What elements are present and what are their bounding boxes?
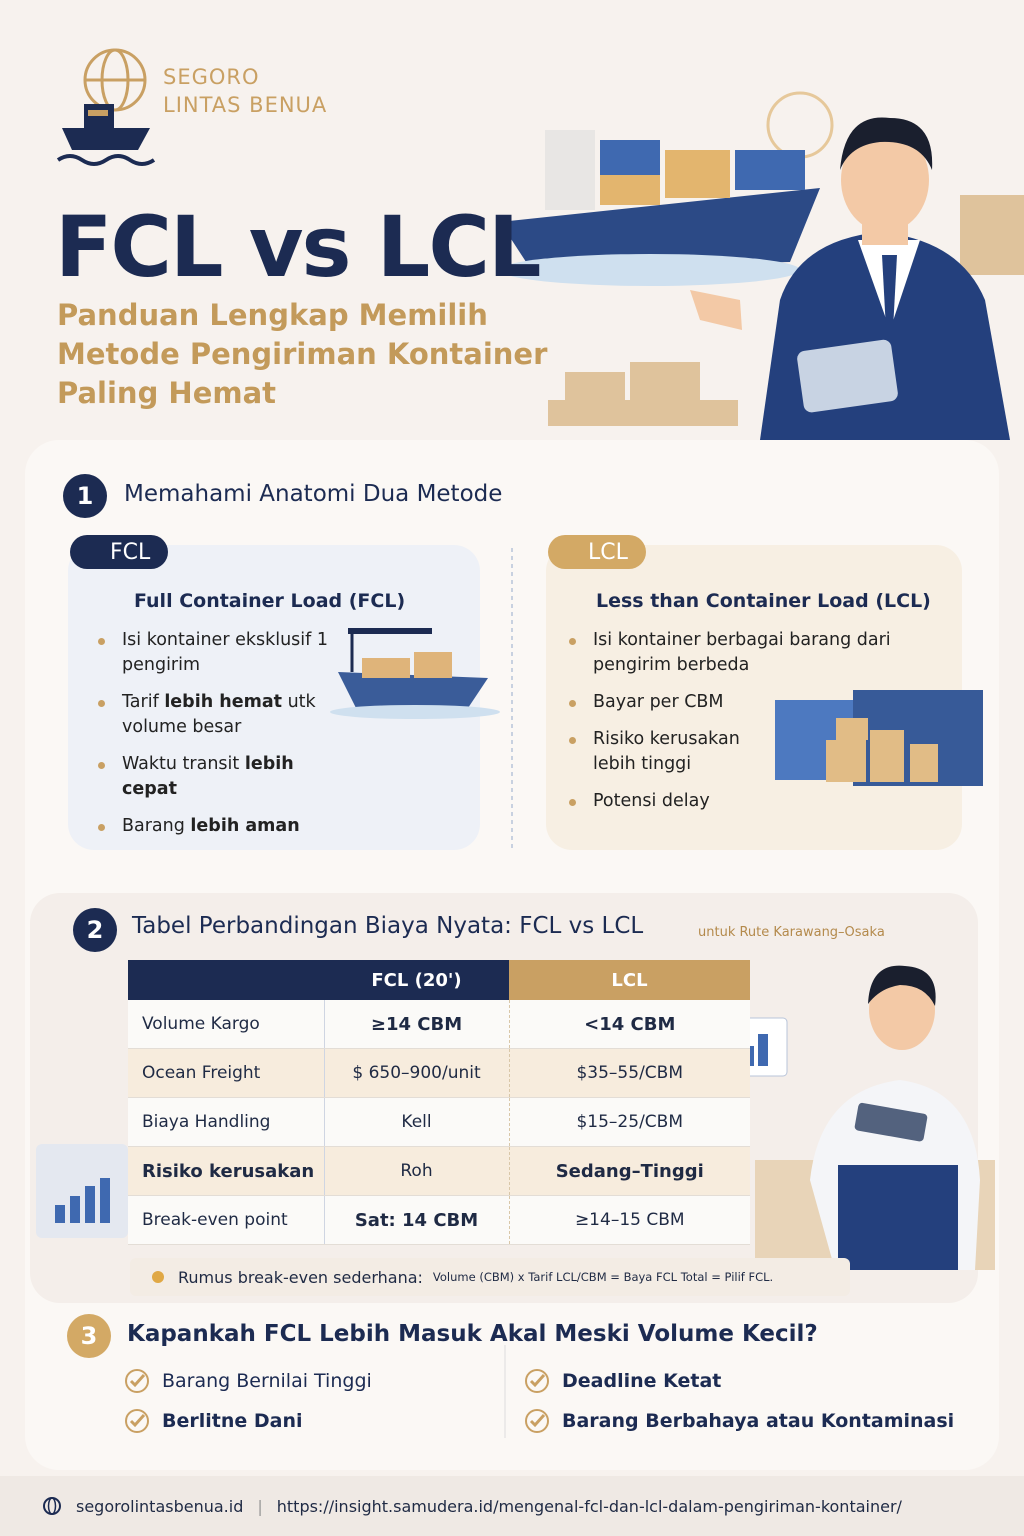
table-cell: Roh: [323, 1146, 510, 1196]
reason: Berlitne Dani: [124, 1408, 372, 1434]
bullet-text: Bayar per CBM: [593, 692, 724, 712]
brand-name: SEGORO: [163, 65, 260, 89]
reasons-left: Barang Bernilai Tinggi Berlitne Dani: [124, 1368, 372, 1448]
reasons-right: Deadline Ketat Barang Berbahaya atau Kont…: [524, 1368, 954, 1448]
table-row: Risiko kerusakan Roh Sedang–Tinggi: [128, 1146, 750, 1196]
formula-icon: [152, 1271, 164, 1283]
check-icon: [525, 1369, 549, 1393]
table-cell: $15–25/CBM: [509, 1097, 750, 1147]
reason-text: Barang Bernilai Tinggi: [162, 1370, 372, 1392]
reason-text: Deadline Ketat: [562, 1370, 722, 1392]
table-cell: Sat: 14 CBM: [323, 1195, 510, 1245]
bullet-text: Isi kontainer berbagai barang dari pengi…: [593, 630, 891, 675]
reason: Barang Bernilai Tinggi: [124, 1368, 372, 1394]
bullet: Isi kontainer berbagai barang dari pengi…: [565, 628, 905, 678]
comparison-table: FCL (20') LCL Volume Kargo ≥14 CBM <14 CBM…: [128, 960, 750, 1245]
fcl-bullets: Isi kontainer eksklusif 1 pengirim Tarif …: [94, 628, 334, 851]
bullet: Barang lebih aman: [94, 814, 334, 839]
table-row: Break-even point Sat: 14 CBM ≥14–15 CBM: [128, 1195, 750, 1245]
bullet: Tarif lebih hemat utk volume besar: [94, 690, 332, 740]
table-cell: Volume Kargo: [128, 1000, 324, 1049]
table-cell: Biaya Handling: [128, 1097, 324, 1147]
source-url: https://insight.samudera.id/mengenal-fcl…: [276, 1496, 902, 1516]
bullet-text: Barang: [122, 816, 191, 836]
main-title: FCL vs LCL: [55, 198, 541, 296]
table-cell: $35–55/CBM: [509, 1048, 750, 1098]
reason-text: Barang Berbahaya atau Kontaminasi: [562, 1410, 955, 1432]
bullet-text: lebih hemat: [164, 692, 282, 712]
bullet: Waktu transit lebih cepat: [94, 752, 334, 802]
bullet-text: Risiko kerusakan lebih tinggi: [593, 729, 740, 774]
formula-box: Rumus break-even sederhana: Volume (CBM)…: [130, 1258, 850, 1296]
subtitle: Panduan Lengkap Memilih Metode Pengirima…: [57, 296, 547, 413]
reason-text: Berlitne Dani: [162, 1410, 303, 1432]
section-heading: Kapankah FCL Lebih Masuk Akal Meski Volu…: [127, 1321, 818, 1347]
bullet: Potensi delay: [565, 789, 905, 814]
bullet: Risiko kerusakan lebih tinggi: [565, 727, 753, 777]
table-header: FCL (20'): [324, 960, 509, 1000]
table-cell: Kell: [323, 1097, 510, 1147]
formula-label: Rumus break-even sederhana:: [178, 1267, 423, 1287]
site: segorolintasbenua.id: [76, 1496, 244, 1516]
bullet-text: Tarif: [122, 692, 165, 712]
table-cell: Risiko kerusakan: [128, 1146, 324, 1196]
table-cell: $ 650–900/unit: [323, 1048, 510, 1098]
section-number: 1: [63, 474, 107, 518]
reason: Deadline Ketat: [524, 1368, 954, 1394]
lcl-tag: LCL: [548, 535, 646, 569]
reason: Barang Berbahaya atau Kontaminasi: [524, 1408, 954, 1434]
subtitle-line: Panduan Lengkap Memilih: [57, 298, 488, 332]
subtitle-line: Metode Pengiriman Kontainer: [57, 337, 548, 371]
subtitle-line: Paling Hemat: [57, 376, 277, 410]
check-icon: [125, 1409, 149, 1433]
brand-name: LINTAS BENUA: [163, 93, 328, 117]
footer: segorolintasbenua.id | https://insight.s…: [0, 1476, 1024, 1536]
check-icon: [125, 1369, 149, 1393]
globe-icon: [43, 1497, 61, 1515]
section-heading: Memahami Anatomi Dua Metode: [124, 481, 503, 507]
table-cell: ≥14 CBM: [323, 1000, 510, 1049]
lcl-bullets: Isi kontainer berbagai barang dari pengi…: [565, 628, 905, 826]
table-row: Biaya Handling Kell $15–25/CBM: [128, 1097, 750, 1147]
table-header: LCL: [509, 960, 750, 1000]
divider: |: [257, 1496, 263, 1516]
fcl-tag: FCL: [70, 535, 169, 569]
section-heading: Tabel Perbandingan Biaya Nyata: FCL vs L…: [132, 913, 644, 939]
bullet: Isi kontainer eksklusif 1 pengirim: [94, 628, 332, 678]
card-title: Full Container Load (FCL): [134, 590, 406, 612]
section-number: 2: [73, 908, 117, 952]
section-number: 3: [67, 1314, 111, 1358]
bullet: Bayar per CBM: [565, 690, 905, 715]
bullet-text: Isi kontainer eksklusif 1 pengirim: [122, 630, 329, 675]
check-icon: [525, 1409, 549, 1433]
table-row: Volume Kargo ≥14 CBM <14 CBM: [128, 1000, 750, 1049]
bullet-text: Potensi delay: [593, 791, 710, 811]
bullet-text: lebih cepat: [122, 754, 294, 799]
table-cell: ≥14–15 CBM: [509, 1195, 750, 1245]
table-cell: Ocean Freight: [128, 1048, 324, 1098]
table-cell: Break-even point: [128, 1195, 324, 1245]
table-cell: <14 CBM: [509, 1000, 750, 1049]
section-note: untuk Rute Karawang–Osaka: [698, 925, 885, 940]
table-row: Ocean Freight $ 650–900/unit $35–55/CBM: [128, 1048, 750, 1098]
bullet-text: Waktu transit: [122, 754, 245, 774]
bullet-text: utk volume besar: [122, 692, 316, 737]
table-header-blank: [128, 960, 324, 1000]
formula: Volume (CBM) x Tarif LCL/CBM = Baya FCL …: [432, 1270, 774, 1284]
bullet-text: lebih aman: [190, 816, 300, 836]
card-title: Less than Container Load (LCL): [596, 590, 931, 612]
table-cell: Sedang–Tinggi: [509, 1146, 750, 1196]
